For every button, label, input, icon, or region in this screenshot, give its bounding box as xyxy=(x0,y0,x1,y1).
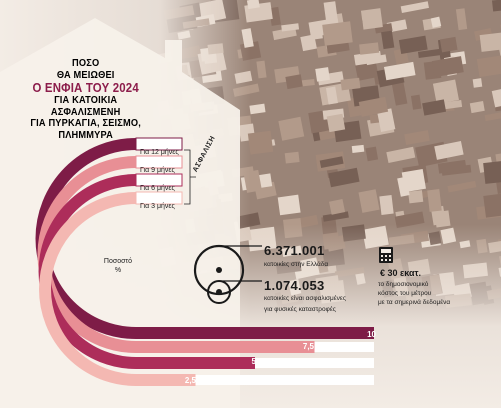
legend-box-1 xyxy=(135,155,183,169)
headline-line-7: ΠΛΗΜΜΥΡΑ xyxy=(58,128,113,141)
headline-line-1: ΠΟΣΟ xyxy=(72,57,100,69)
insured-label-line-2: για φυσικές καταστροφές xyxy=(264,306,336,313)
legend-label-6: Για 6 μήνες xyxy=(140,185,175,192)
insured-houses-label: κατοικίες είναι ασφαλισμένες για φυσικές… xyxy=(264,295,346,314)
insured-houses-number: 1.074.053 xyxy=(264,278,325,293)
legend-box-3 xyxy=(135,191,183,205)
bar-value-12: 10 xyxy=(367,330,376,339)
insured-label-line-1: κατοικίες είναι ασφαλισμένες xyxy=(264,295,346,302)
bar-value-9: 7,5 xyxy=(302,342,314,351)
headline-highlight: Ο ΕΝΦΙΑ ΤΟΥ 2024 xyxy=(32,80,139,95)
legend-box-2 xyxy=(135,173,183,187)
headline-line-2: ΘΑ ΜΕΙΩΘΕΙ xyxy=(56,68,115,81)
headline-line-6: ΓΙΑ ΠΥΡΚΑΓΙΑ, ΣΕΙΣΜΟ, xyxy=(30,117,141,129)
bar-value-6: 5 xyxy=(251,357,256,366)
legend-label-3: Για 3 μήνες xyxy=(140,203,175,210)
cost-label-line-3: με τα σημερινά δεδομένα xyxy=(378,299,451,306)
bar-value-3: 2,5 xyxy=(184,376,196,385)
calculator-icon xyxy=(379,247,393,263)
legend-bracket xyxy=(184,149,196,205)
headline-line-4: ΓΙΑ ΚΑΤΟΙΚΙΑ xyxy=(54,94,118,106)
ylabel: Ποσοστό % xyxy=(103,258,133,274)
total-houses-label: κατοικίες στην Ελλάδα xyxy=(264,261,329,268)
houses-ring-icon xyxy=(193,244,262,304)
ylabel-line-2: % xyxy=(114,267,122,274)
cost-label-line-1: το δημοσιονομικό xyxy=(378,281,429,288)
headline-line-5: ΑΣΦΑΛΙΣΜΕΝΗ xyxy=(50,105,121,118)
legend-label-12: Για 12 μήνες xyxy=(140,149,179,156)
cost-label: το δημοσιονομικό κόστος του μέτρου με τα… xyxy=(378,281,450,307)
headline: ΠΟΣΟ ΘΑ ΜΕΙΩΘΕΙ Ο ΕΝΦΙΑ ΤΟΥ 2024 ΓΙΑ ΚΑΤ… xyxy=(10,57,161,141)
arc-series-3 xyxy=(39,192,137,386)
cost-value: € 30 εκατ. xyxy=(380,268,422,278)
legend-label-9: Για 9 μήνες xyxy=(140,167,175,174)
cost-label-line-2: κόστος του μέτρου xyxy=(378,290,432,297)
total-houses-number: 6.371.001 xyxy=(264,243,325,258)
ylabel-line-1: Ποσοστό xyxy=(103,258,133,265)
legend-box-0 xyxy=(135,137,183,151)
